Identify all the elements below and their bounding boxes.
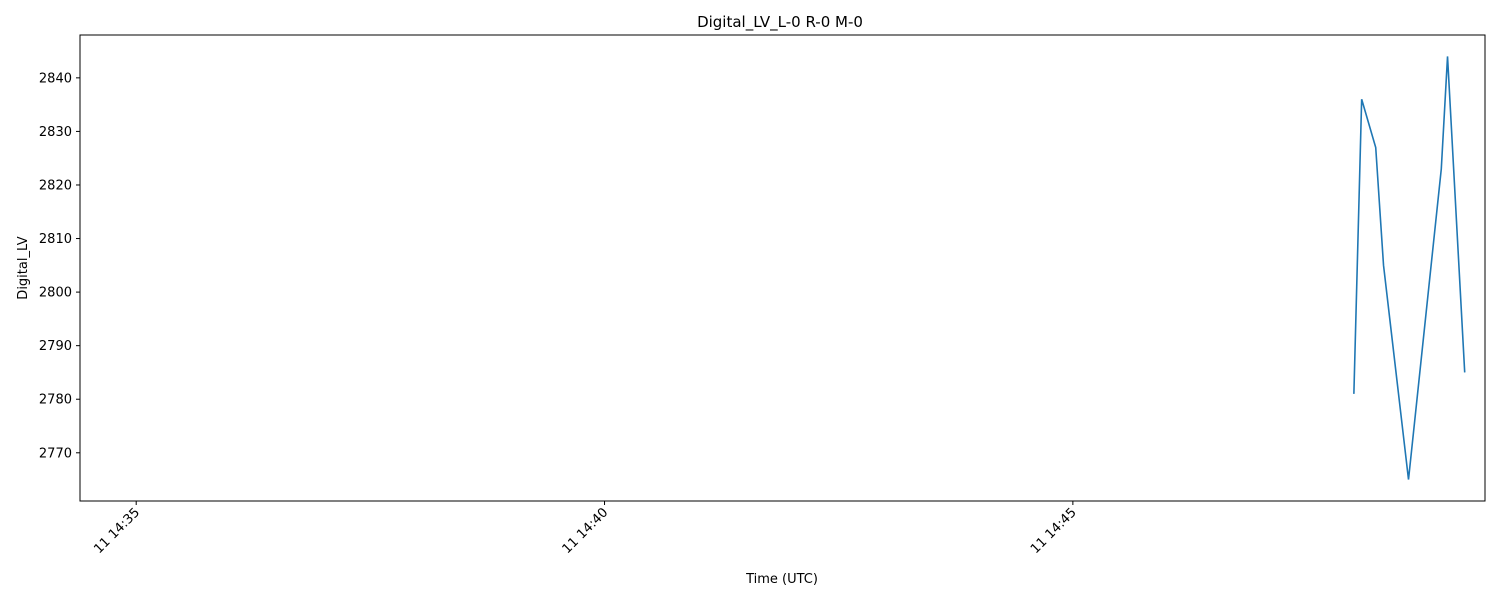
x-tick-label: 11 14:45 [1028,505,1080,557]
y-tick-label: 2810 [39,232,72,247]
plot-frame [79,34,1486,502]
y-tick-label: 2830 [39,125,72,140]
series-line-0 [1353,56,1466,480]
y-tick-label: 2770 [39,446,72,461]
y-tick-label: 2800 [39,286,72,301]
y-axis-label: Digital_LV [16,236,31,299]
x-axis-label: Time (UTC) [745,572,818,587]
chart-title: Digital_LV_L-0 R-0 M-0 [697,13,863,32]
y-tick-label: 2840 [39,71,72,86]
y-tick-label: 2780 [39,393,72,408]
y-tick-label: 2790 [39,339,72,354]
x-tick-label: 11 14:35 [91,505,143,557]
x-tick-label: 11 14:40 [560,505,612,557]
y-tick-label: 2820 [39,178,72,193]
